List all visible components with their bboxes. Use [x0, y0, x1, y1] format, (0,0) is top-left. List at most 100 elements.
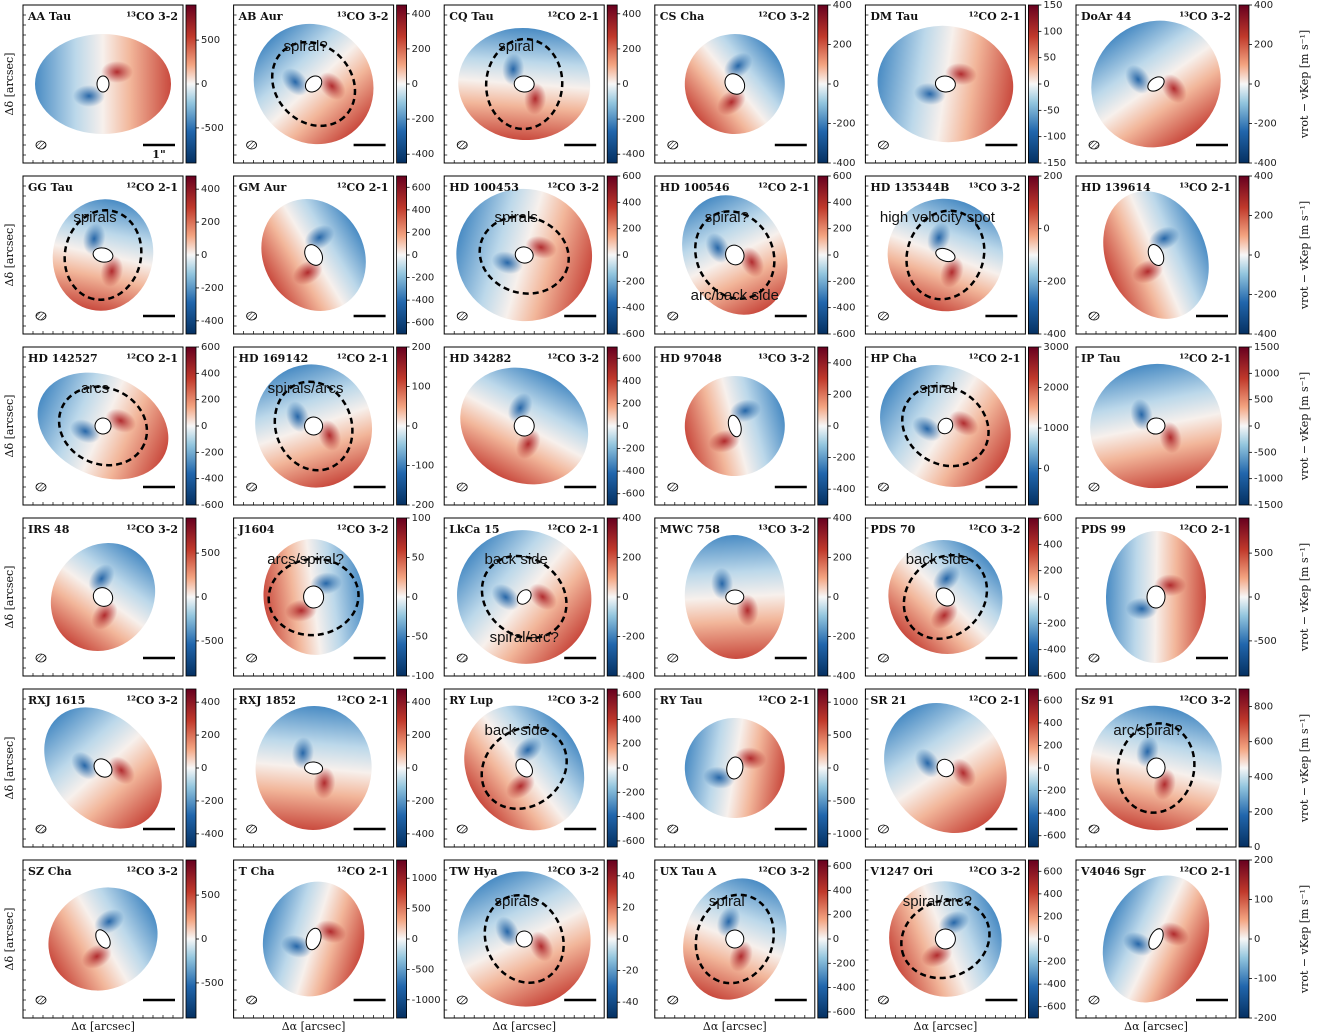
colorbar-tick-label: -100: [412, 461, 435, 472]
colorbar-tick-label: 0: [833, 250, 839, 261]
panel: V4046 Sgr ¹²CO 2-1 Δα [arcsec] 200 100 0 -100 -…: [1075, 855, 1311, 1033]
feature-outline: [694, 893, 776, 985]
blue-feature: [914, 748, 941, 778]
blue-feature: [94, 909, 125, 935]
velocity-map: [456, 188, 593, 322]
annotation: spiral/arc?: [903, 893, 972, 910]
colorbar-tick-label: 400: [833, 513, 852, 524]
colorbar-tick-label: 400: [201, 184, 220, 195]
colorbar-tick-label: 200: [833, 553, 852, 564]
star-mask: [304, 761, 324, 775]
colorbar-tick-label: 1000: [833, 697, 858, 708]
colorbar-tick-label: 100: [412, 513, 431, 524]
red-feature: [105, 408, 136, 433]
annotation: arcs/spiral?: [267, 551, 344, 568]
colorbar-tick-label: 0: [622, 79, 628, 90]
velocity-map: [44, 707, 162, 829]
colorbar-tick-label: -400: [412, 829, 435, 840]
annotation: spirals/arcs: [268, 380, 344, 397]
velocity-map: [1091, 20, 1221, 148]
colorbar-tick-label: -200: [622, 632, 645, 643]
velocity-map: [460, 367, 589, 485]
panel: RY Tau ¹²CO 2-1 1000 500 0 -500 -1000: [654, 688, 862, 848]
star-mask: [305, 927, 322, 951]
line-label: ¹²CO 2-1: [337, 181, 389, 194]
colorbar-tick-label: -1000: [833, 829, 862, 840]
beam: [35, 824, 47, 834]
velocity-map: [1102, 875, 1210, 1003]
panel: PDS 99 ¹²CO 2-1 500 0 -500 vrot − vKep [m s⁻¹…: [1075, 517, 1311, 677]
panel: HD 100453 ¹²CO 3-2 spirals 600 400 200 0 -200 -4…: [443, 171, 645, 340]
line-label: ¹²CO 2-1: [126, 352, 178, 365]
velocity-map: [255, 706, 372, 830]
colorbar-tick-label: -400: [622, 303, 645, 314]
red-feature: [1159, 421, 1182, 454]
panel: HP Cha ¹²CO 2-1 spiral 3000 2000 1000 0: [864, 342, 1069, 506]
red-feature: [314, 920, 347, 944]
colorbar-tick-label: 0: [833, 421, 839, 432]
panel: T Cha ¹²CO 2-1 Δα [arcsec] 1000 500 0 -500 -100…: [233, 859, 441, 1033]
colorbar-tick-label: -400: [1043, 808, 1066, 819]
colorbar-tick-label: 600: [622, 171, 641, 182]
line-label: ¹²CO 3-2: [1179, 694, 1231, 707]
colorbar-tick-label: -200: [833, 632, 856, 643]
beam: [246, 824, 258, 834]
x-axis-label: Δα [arcsec]: [1124, 1020, 1188, 1033]
source-name: HD 100546: [660, 181, 730, 194]
colorbar-tick-label: 20: [622, 902, 635, 913]
colorbar-tick-label: 0: [1254, 250, 1260, 261]
red-feature: [529, 931, 554, 962]
colorbar-tick-label: -400: [622, 812, 645, 823]
feature-outline: [267, 557, 360, 637]
beam: [246, 140, 258, 150]
red-feature: [736, 594, 759, 627]
colorbar-tick-label: -600: [1043, 1002, 1066, 1013]
star-mask: [935, 587, 955, 607]
colorbar-tick-label: 0: [1254, 842, 1260, 853]
line-label: ¹²CO 2-1: [758, 181, 810, 194]
colorbar-tick-label: 200: [412, 342, 431, 353]
colorbar-tick-label: -400: [201, 316, 224, 327]
panel: MWC 758 ¹³CO 3-2 400 200 0 -200 -400: [654, 513, 856, 682]
colorbar-tick-label: -200: [622, 114, 645, 125]
blue-feature: [1148, 226, 1180, 251]
colorbar-tick-label: -200: [833, 453, 856, 464]
beam: [456, 140, 468, 150]
colorbar: [1238, 4, 1250, 164]
colorbar-tick-label: 600: [622, 353, 641, 364]
colorbar-tick-label: -100: [412, 671, 435, 682]
colorbar-tick-label: 600: [1043, 866, 1062, 877]
colorbar-label: vrot − vKep [m s⁻¹]: [1298, 372, 1311, 481]
source-name: RXJ 1852: [239, 694, 296, 707]
line-label: ¹²CO 2-1: [969, 352, 1021, 365]
velocity-map: [1103, 191, 1209, 319]
colorbar-tick-label: 0: [412, 250, 418, 261]
colorbar-tick-label: -400: [833, 484, 856, 495]
colorbar: [185, 859, 197, 1019]
star-mask: [936, 758, 955, 778]
colorbar: [817, 346, 829, 506]
line-label: ¹²CO 3-2: [969, 523, 1021, 536]
blue-feature: [281, 68, 309, 96]
feature-outline: [900, 898, 991, 980]
blue-feature: [70, 419, 101, 444]
blue-feature: [291, 737, 314, 769]
colorbar: [1028, 346, 1039, 506]
colorbar-tick-label: -200: [1043, 276, 1066, 287]
line-label: ¹³CO 3-2: [126, 10, 178, 23]
star-mask: [304, 416, 324, 436]
colorbar-tick-label: 0: [1254, 421, 1260, 432]
colorbar-tick-label: 200: [833, 40, 852, 51]
colorbar-tick-label: -100: [1254, 974, 1277, 985]
colorbar-tick-label: 0: [833, 763, 839, 774]
colorbar: [396, 517, 408, 677]
colorbar-tick-label: 0: [201, 592, 207, 603]
velocity-map: [682, 195, 788, 315]
colorbar-tick-label: 400: [622, 9, 641, 20]
beam: [1088, 653, 1100, 663]
colorbar-label: vrot − vKep [m s⁻¹]: [1298, 885, 1311, 994]
colorbar-tick-label: -200: [1043, 786, 1066, 797]
colorbar: [185, 346, 197, 506]
red-feature: [318, 72, 346, 100]
blue-feature: [491, 583, 520, 611]
